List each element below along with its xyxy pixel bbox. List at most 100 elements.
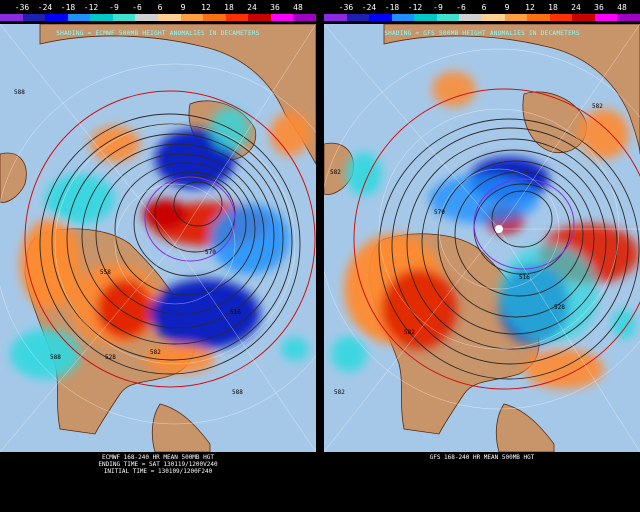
map-title: SHADING = GFS 500MB HEIGHT ANOMALIES IN … (384, 30, 580, 37)
scale-label: -18 (384, 3, 400, 12)
greenland-land (522, 91, 587, 154)
meridian (498, 24, 640, 230)
map-footer: ECMWF 168-240 HR MEAN 500MB HGT ENDING T… (0, 454, 316, 475)
scale-label: -18 (60, 3, 76, 12)
scale-label: 12 (201, 3, 211, 12)
scale-label: -6 (456, 3, 466, 12)
scale-label: 36 (594, 3, 604, 12)
highlight-contours (24, 90, 316, 388)
contour-line-red (24, 90, 316, 388)
scale-swatch (225, 14, 249, 21)
panel-divider (316, 0, 324, 512)
scale-swatch (459, 14, 483, 21)
contour-label: 558 (100, 269, 111, 276)
contour-line (114, 162, 256, 296)
scale-label: -9 (109, 3, 119, 12)
contour-label: 516 (230, 309, 241, 316)
meridian (498, 228, 640, 452)
scale-swatch (293, 14, 317, 21)
scale-swatch (45, 14, 69, 21)
scale-label: 12 (525, 3, 535, 12)
scale-swatch (346, 14, 370, 21)
scale-swatch (203, 14, 227, 21)
scale-label: 9 (504, 3, 510, 12)
south-america-land (495, 403, 555, 452)
contour-line (437, 160, 595, 318)
ecmwf-anomaly-map: 588 570 558 528 516 582 588 588 (0, 24, 316, 452)
scale-label: 48 (617, 3, 627, 12)
graticule (0, 24, 316, 452)
gfs-panel: -36 -24 -18 -12 -9 -6 6 9 12 18 24 36 48 (324, 0, 640, 512)
scale-swatch (482, 14, 506, 21)
scale-swatch (0, 14, 24, 21)
latitude-circle (114, 183, 236, 305)
scale-label: -9 (433, 3, 443, 12)
gfs-anomaly-map: 582 570 516 528 582 582 582 (324, 24, 640, 452)
north-pole-marker (495, 225, 503, 233)
scale-label: 18 (224, 3, 234, 12)
anomaly-positive (90, 126, 140, 162)
meridian (174, 243, 316, 452)
contour-label: 570 (205, 249, 216, 256)
contour-label: 528 (554, 304, 565, 311)
scale-label: 6 (481, 3, 487, 12)
footer-line: ENDING TIME = SAT 130119/1200V240 (98, 461, 218, 468)
height-contours (378, 118, 640, 380)
scale-swatch (22, 14, 46, 21)
anomaly-negative (612, 309, 636, 339)
scale-swatch (270, 14, 294, 21)
scale-swatch (112, 14, 136, 21)
color-scale-bar (0, 14, 317, 21)
footer-line: ECMWF 168-240 HR MEAN 500MB HGT (102, 454, 214, 461)
scale-swatch (158, 14, 182, 21)
scale-label: 36 (270, 3, 280, 12)
scale-swatch (324, 14, 348, 21)
scale-swatch (527, 14, 551, 21)
color-scale-labels: -36 -24 -18 -12 -9 -6 6 9 12 18 24 36 48 (0, 3, 316, 15)
scale-swatch (617, 14, 640, 21)
scale-swatch (369, 14, 393, 21)
ecmwf-panel: -36 -24 -18 -12 -9 -6 6 9 12 18 24 36 48 (0, 0, 317, 512)
anomaly-negative (210, 204, 290, 274)
anomaly-shading (331, 71, 639, 389)
contour-line (454, 171, 584, 297)
scale-swatch (391, 14, 415, 21)
scale-label: -12 (407, 3, 423, 12)
graticule (324, 24, 640, 452)
anomaly-negative (281, 337, 309, 361)
anomaly-positive (432, 71, 476, 107)
anomaly-positive-strong (97, 279, 153, 339)
map-footer: GFS 168-240 HR MEAN 500MB HGT (324, 454, 640, 461)
latitude-circle (54, 123, 296, 365)
meridian (324, 228, 500, 452)
contour-label: 582 (150, 349, 161, 356)
meridian (174, 24, 316, 245)
contour-line (378, 118, 640, 380)
anomaly-negative (346, 152, 382, 196)
scale-swatch (504, 14, 528, 21)
contour-line (173, 181, 223, 227)
latitude-circle (0, 63, 316, 425)
meridian (0, 243, 176, 452)
scale-label: 24 (571, 3, 581, 12)
contour-line (39, 113, 301, 375)
scale-label: -24 (361, 3, 377, 12)
scale-swatch (572, 14, 596, 21)
anomaly-negative-strong (150, 279, 260, 349)
scale-swatch (248, 14, 272, 21)
anomaly-positive (270, 112, 310, 156)
scale-swatch (414, 14, 438, 21)
south-america-land (151, 403, 211, 452)
meridian (0, 24, 176, 245)
scale-label: 18 (548, 3, 558, 12)
asia-east-land (0, 152, 27, 203)
eurasia-land (39, 24, 316, 165)
eurasia-land (383, 24, 640, 155)
anomaly-positive (20, 219, 80, 309)
contour-label: 528 (105, 354, 116, 361)
contour-label: 588 (50, 354, 61, 361)
anomaly-negative (10, 329, 80, 379)
footer-line: GFS 168-240 HR MEAN 500MB HGT (429, 454, 535, 461)
contour-line (95, 153, 265, 315)
scale-swatch (67, 14, 91, 21)
